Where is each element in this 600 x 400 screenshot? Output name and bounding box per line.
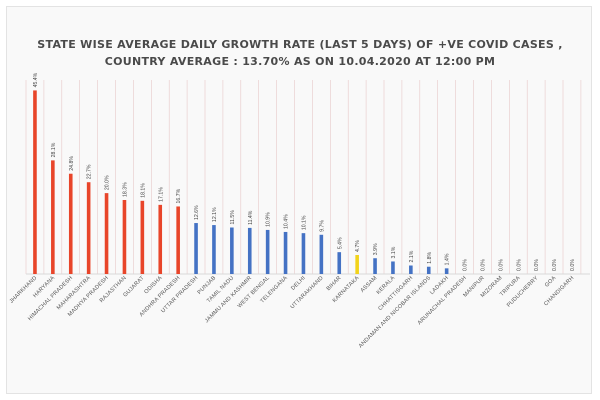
bar <box>409 265 413 274</box>
value-label: 10.4% <box>284 214 290 229</box>
value-label: 9.7% <box>319 220 325 232</box>
value-label: 28.1% <box>51 142 57 157</box>
category-label: JHARKHAND <box>9 275 39 305</box>
value-label: 3.9% <box>373 243 379 255</box>
chart-subtitle: COUNTRY AVERAGE : 13.70% AS ON 10.04.202… <box>104 55 496 68</box>
bar <box>140 200 145 274</box>
value-label: 20.0% <box>105 175 111 190</box>
value-label: 0.0% <box>552 259 558 271</box>
value-label: 3.1% <box>391 246 397 258</box>
bar <box>247 227 252 274</box>
value-label: 0.0% <box>534 259 540 271</box>
value-label: 5.4% <box>337 237 343 249</box>
bar <box>68 173 73 274</box>
bar <box>51 160 55 274</box>
bar <box>230 227 234 274</box>
value-label: 0.0% <box>480 259 486 271</box>
bar <box>158 204 163 274</box>
category-label: BIHAR <box>326 275 343 292</box>
bar <box>176 206 180 274</box>
value-label: 18.3% <box>122 182 128 197</box>
bar <box>104 193 109 274</box>
value-label: 0.0% <box>516 259 522 271</box>
bar <box>301 233 306 274</box>
bar <box>122 200 127 274</box>
bar <box>444 268 449 274</box>
value-label: 18.1% <box>140 183 146 198</box>
value-label: 17.1% <box>158 187 164 202</box>
value-label: 10.1% <box>301 215 307 230</box>
bar <box>373 258 377 274</box>
value-label: 0.0% <box>570 259 576 271</box>
value-label: 11.4% <box>248 210 254 225</box>
bar <box>86 182 91 274</box>
gridlines <box>25 80 582 274</box>
value-label: 12.6% <box>194 205 200 220</box>
value-label: 24.8% <box>69 156 75 171</box>
value-label: 4.7% <box>355 240 361 252</box>
bar <box>355 255 359 274</box>
value-label: 2.1% <box>409 250 415 262</box>
bar <box>265 229 270 274</box>
value-label: 1.4% <box>445 253 451 265</box>
value-label: 0.0% <box>498 259 504 271</box>
bar <box>212 225 216 274</box>
chart-title: STATE WISE AVERAGE DAILY GROWTH RATE (LA… <box>37 38 563 51</box>
bar <box>319 234 324 274</box>
value-label: 16.7% <box>176 188 182 203</box>
bar <box>337 252 342 274</box>
bar <box>391 261 395 274</box>
bar <box>283 231 288 274</box>
chart-panel <box>6 6 592 394</box>
value-label: 12.1% <box>212 207 218 222</box>
value-label: 10.9% <box>266 212 272 227</box>
value-label: 11.5% <box>230 210 236 225</box>
bars <box>33 90 449 275</box>
bar <box>194 223 198 274</box>
value-label: 45.4% <box>33 72 39 87</box>
value-label: 0.0% <box>463 259 469 271</box>
bar <box>33 90 37 275</box>
value-labels: 45.4% 28.1% 24.8% 22.7% 20.0% 18.3% 18.1% 17.1%… <box>33 72 576 271</box>
value-label: 22.7% <box>87 164 93 179</box>
category-label: WEST BENGAL <box>237 275 271 309</box>
value-label: 1.8% <box>427 252 433 264</box>
category-label: GOA <box>544 275 558 289</box>
category-label: DELHI <box>290 275 307 292</box>
category-label: UTTARAKHAND <box>290 275 325 310</box>
bar <box>426 266 431 274</box>
